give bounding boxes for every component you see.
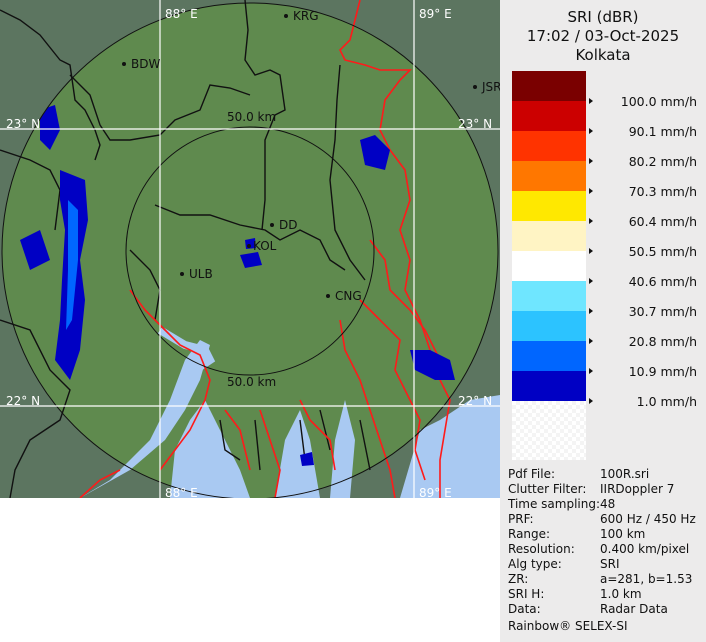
- metadata-key: ZR:: [508, 572, 529, 586]
- city-label-jsr: JSR: [481, 80, 500, 94]
- legend-value-label: 80.2 mm/h: [628, 154, 697, 169]
- metadata-value: 1.0 km: [600, 587, 642, 601]
- grid-label-lon-88-top: 88° E: [165, 7, 198, 21]
- rain-echoes: [20, 105, 455, 466]
- legend-value-label: 30.7 mm/h: [628, 304, 697, 319]
- metadata-key: Time sampling:: [508, 497, 601, 511]
- grid-label-lat-23-right: 23° N: [458, 117, 492, 131]
- city-label-ulb: ULB: [189, 267, 213, 281]
- range-ring-label-bottom: 50.0 km: [227, 375, 276, 389]
- sea-area: [80, 340, 500, 498]
- legend-value-label: 90.1 mm/h: [628, 124, 697, 139]
- metadata-key: PRF:: [508, 512, 534, 526]
- radar-site: Kolkata: [575, 46, 631, 64]
- legend-tick-icon: [589, 278, 593, 284]
- legend-tick-icon: [589, 98, 593, 104]
- metadata-key: Pdf File:: [508, 467, 556, 481]
- legend-tick-icon: [589, 188, 593, 194]
- metadata-value: 600 Hz / 450 Hz: [600, 512, 696, 526]
- legend-color-box: [512, 311, 586, 341]
- legend-color-box: [512, 131, 586, 161]
- river-hooghly: [156, 326, 216, 432]
- legend-no-data-box: [512, 401, 586, 460]
- metadata-key: Alg type:: [508, 557, 562, 571]
- legend-value-label: 50.5 mm/h: [628, 244, 697, 259]
- city-label-dd: DD: [279, 218, 297, 232]
- legend-tick-icon: [589, 128, 593, 134]
- legend-tick-icon: [589, 398, 593, 404]
- legend-color-box: [512, 371, 586, 401]
- metadata-value: 100R.sri: [600, 467, 650, 481]
- grid-label-lat-22-left: 22° N: [6, 394, 40, 408]
- legend-color-box: [512, 281, 586, 311]
- city-label-cng: CNG: [335, 289, 362, 303]
- product-datetime: 17:02 / 03-Oct-2025: [526, 27, 680, 45]
- legend-tick-icon: [589, 368, 593, 374]
- range-ring-label-top: 50.0 km: [227, 110, 276, 124]
- grid-label-lat-22-right: 22° N: [458, 394, 492, 408]
- range-ring-inner: [125, 126, 375, 376]
- city-markers: BDW KRG JSR DD KOL ULB CNG: [122, 9, 500, 303]
- city-label-bdw: BDW: [131, 57, 160, 71]
- legend-value-label: 1.0 mm/h: [636, 394, 697, 409]
- metadata-key: Resolution:: [508, 542, 575, 556]
- metadata-value: IIRDoppler 7: [600, 482, 675, 496]
- metadata-value: 100 km: [600, 527, 646, 541]
- legend-color-box: [512, 161, 586, 191]
- metadata-value: a=281, b=1.53: [600, 572, 693, 586]
- grid-label-lon-89-bottom: 89° E: [419, 486, 452, 498]
- legend-value-label: 70.3 mm/h: [628, 184, 697, 199]
- metadata-value: Radar Data: [600, 602, 668, 616]
- legend-value-label: 10.9 mm/h: [628, 364, 697, 379]
- legend-value-label: 20.8 mm/h: [628, 334, 697, 349]
- metadata-value: 0.400 km/pixel: [600, 542, 690, 556]
- legend-color-box: [512, 221, 586, 251]
- product-title: SRI (dBR): [567, 8, 639, 26]
- legend-color-box: [512, 251, 586, 281]
- metadata-key: Range:: [508, 527, 551, 541]
- radar-map: 88° E 89° E 88° E 89° E 23° N 23° N 22° …: [0, 0, 500, 498]
- international-border: [79, 0, 451, 498]
- metadata-key: Clutter Filter:: [508, 482, 587, 496]
- legend-tick-icon: [589, 218, 593, 224]
- legend-tick-icon: [589, 248, 593, 254]
- metadata-value: 48: [600, 497, 616, 511]
- legend-panel: SRI (dBR) 17:02 / 03-Oct-2025 Kolkata 10…: [500, 0, 706, 642]
- legend-value-label: 60.4 mm/h: [628, 214, 697, 229]
- legend-value-label: 100.0 mm/h: [620, 94, 697, 109]
- legend-color-box: [512, 341, 586, 371]
- legend-tick-icon: [589, 158, 593, 164]
- software-credit: Rainbow® SELEX-SI: [508, 619, 628, 633]
- legend-color-box: [512, 101, 586, 131]
- legend-color-box: [512, 71, 586, 101]
- grid-label-lon-88-bottom: 88° E: [165, 486, 198, 498]
- legend-tick-icon: [589, 338, 593, 344]
- legend-value-label: 40.6 mm/h: [628, 274, 697, 289]
- lat-lon-grid: [0, 0, 500, 498]
- range-ring-outer: [1, 2, 499, 498]
- radar-coverage-area: [2, 3, 498, 498]
- grid-label-lat-23-left: 23° N: [6, 117, 40, 131]
- metadata-key: Data:: [508, 602, 541, 616]
- metadata-value: SRI: [600, 557, 620, 571]
- city-label-kol: KOL: [253, 239, 277, 253]
- grid-label-lon-89-top: 89° E: [419, 7, 452, 21]
- city-label-krg: KRG: [293, 9, 319, 23]
- legend-color-box: [512, 191, 586, 221]
- metadata-key: SRI H:: [508, 587, 545, 601]
- legend-tick-icon: [589, 308, 593, 314]
